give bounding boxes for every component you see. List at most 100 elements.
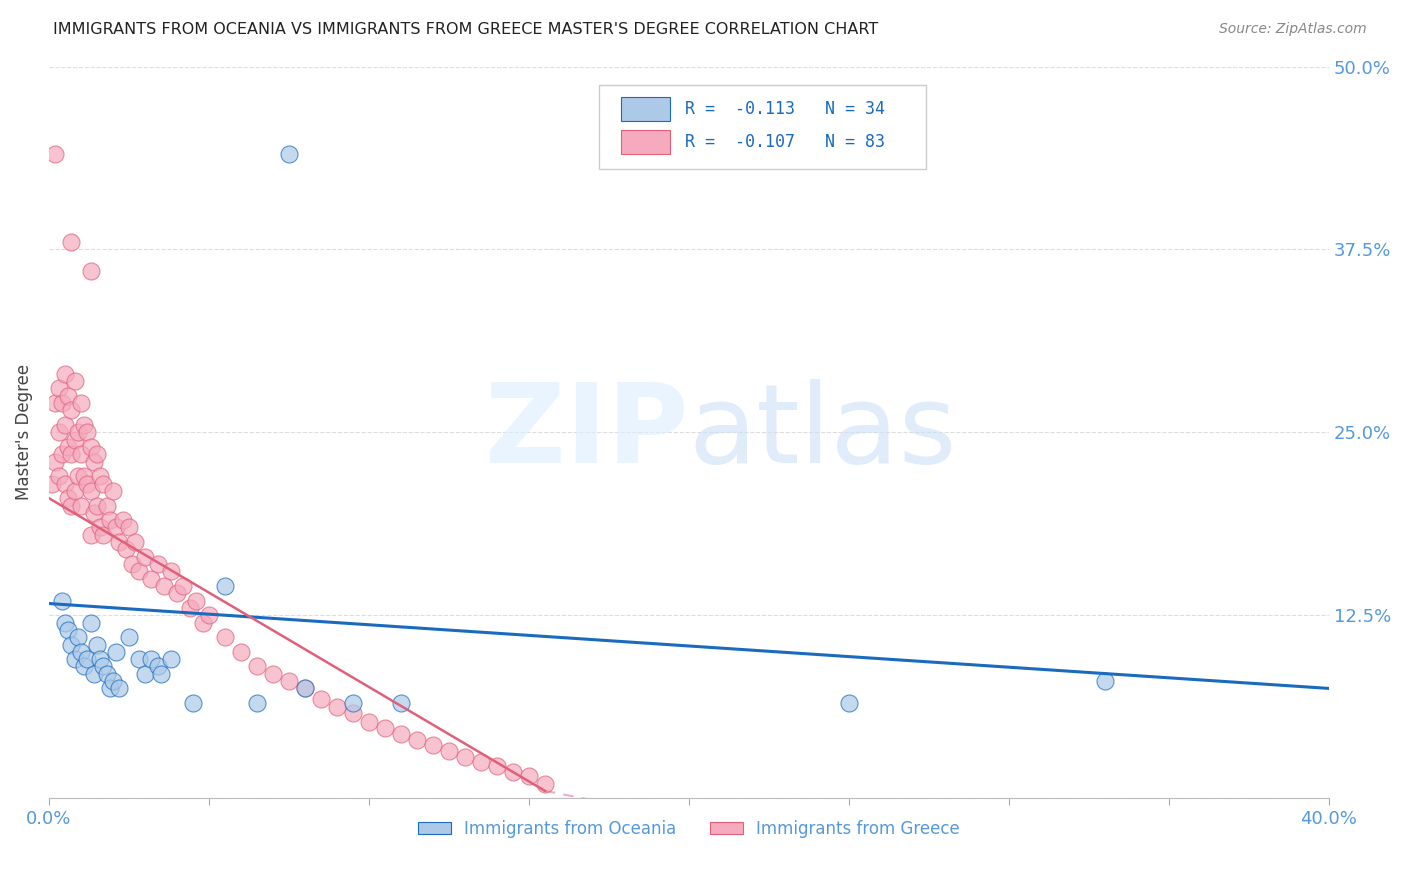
Point (63, 652, 86, 666)
Point (108, 535, 131, 549)
Point (63, 374, 86, 388)
Point (56, 389, 79, 403)
Point (326, 700, 349, 714)
Point (89, 469, 111, 483)
Point (83, 455, 105, 469)
Point (437, 744, 460, 758)
Point (48, 425, 70, 440)
Point (470, 755, 492, 769)
Point (422, 739, 444, 753)
Point (342, 696, 364, 710)
Point (389, 727, 412, 741)
Text: R =  -0.113   N = 34: R = -0.113 N = 34 (685, 100, 884, 118)
Y-axis label: Master's Degree: Master's Degree (15, 364, 32, 500)
Point (124, 535, 146, 549)
FancyBboxPatch shape (621, 130, 669, 154)
Point (44, 396, 66, 410)
Point (51, 396, 73, 410)
Point (98, 681, 121, 696)
Point (63, 433, 86, 447)
Point (63, 483, 86, 498)
Point (70, 645, 93, 659)
Point (105, 520, 128, 534)
Point (44, 147, 66, 161)
Point (44, 455, 66, 469)
Point (73, 418, 96, 433)
Point (73, 659, 96, 673)
Point (73, 469, 96, 483)
Point (141, 652, 163, 666)
Point (262, 666, 284, 681)
Point (66, 425, 89, 440)
Point (278, 147, 301, 161)
Point (56, 440, 79, 454)
Point (153, 579, 176, 593)
Point (342, 706, 364, 721)
Point (60, 235, 83, 249)
FancyBboxPatch shape (621, 97, 669, 121)
Point (246, 659, 269, 673)
Point (93, 659, 115, 673)
Text: ZIP: ZIP (485, 379, 689, 486)
Point (134, 666, 156, 681)
Point (70, 447, 93, 461)
Point (534, 776, 557, 790)
Point (159, 565, 181, 579)
Point (70, 499, 93, 513)
Point (66, 469, 89, 483)
Point (56, 491, 79, 506)
Point (309, 691, 332, 706)
Point (121, 557, 143, 571)
Point (60, 638, 83, 652)
Point (48, 469, 70, 483)
Point (374, 721, 396, 735)
Point (186, 593, 208, 607)
Point (93, 476, 115, 491)
Point (159, 652, 181, 666)
Point (41, 476, 63, 491)
Point (89, 652, 111, 666)
Point (454, 750, 477, 764)
Point (76, 476, 98, 491)
Point (181, 696, 204, 710)
Point (246, 696, 269, 710)
Point (79, 615, 101, 630)
Point (406, 732, 429, 747)
Legend: Immigrants from Oceania, Immigrants from Greece: Immigrants from Oceania, Immigrants from… (411, 814, 967, 845)
Point (146, 659, 169, 673)
Text: R =  -0.107   N = 83: R = -0.107 N = 83 (685, 133, 884, 151)
Point (114, 542, 136, 557)
Point (294, 681, 316, 696)
Point (191, 615, 214, 630)
Point (51, 593, 73, 607)
Point (70, 396, 93, 410)
Point (179, 601, 201, 615)
Point (357, 714, 380, 729)
Point (278, 674, 301, 689)
Point (166, 586, 188, 600)
Point (502, 764, 524, 779)
Point (98, 513, 121, 527)
Point (198, 608, 221, 623)
Point (214, 630, 236, 644)
Point (83, 506, 105, 520)
Point (83, 666, 105, 681)
Point (66, 630, 89, 644)
Point (79, 440, 101, 454)
Point (93, 528, 115, 542)
Point (389, 696, 412, 710)
Point (485, 759, 508, 773)
Point (294, 681, 316, 696)
Point (60, 499, 83, 513)
Point (86, 447, 108, 461)
Point (214, 579, 236, 593)
Point (134, 549, 156, 564)
Point (86, 638, 108, 652)
Point (105, 645, 128, 659)
Point (51, 447, 73, 461)
Point (96, 499, 118, 513)
Point (79, 528, 101, 542)
Point (111, 513, 134, 527)
Point (146, 557, 169, 571)
Text: IMMIGRANTS FROM OCEANIA VS IMMIGRANTS FROM GREECE MASTER'S DEGREE CORRELATION CH: IMMIGRANTS FROM OCEANIA VS IMMIGRANTS FR… (53, 22, 879, 37)
